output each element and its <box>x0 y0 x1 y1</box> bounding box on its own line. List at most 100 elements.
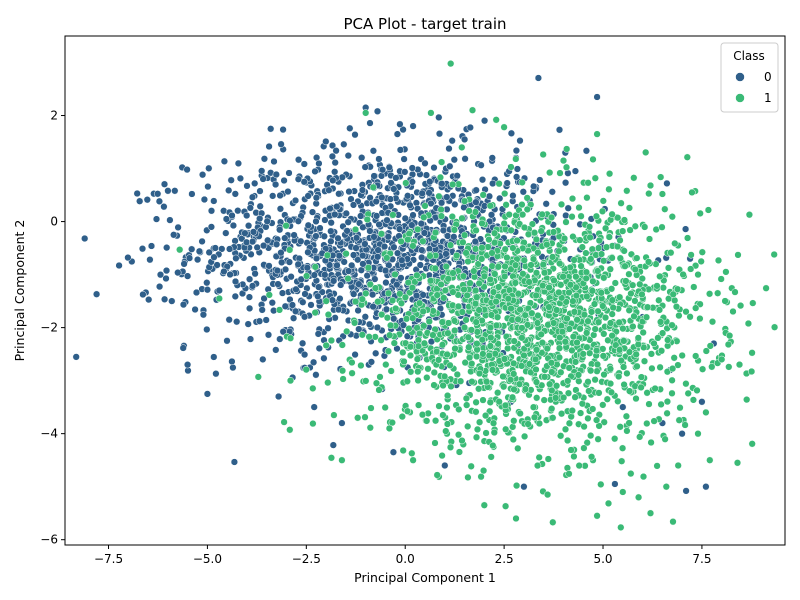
point-class-1 <box>450 226 459 234</box>
point-class-1 <box>364 264 373 272</box>
point-class-1 <box>451 326 459 335</box>
point-class-0 <box>229 363 237 372</box>
point-class-0 <box>480 117 489 125</box>
point-class-0 <box>211 244 219 252</box>
point-class-0 <box>162 274 170 283</box>
point-class-1 <box>488 262 496 270</box>
point-class-1 <box>617 356 625 365</box>
point-class-1 <box>618 444 627 452</box>
point-class-0 <box>382 278 390 287</box>
point-class-0 <box>350 290 358 298</box>
point-class-1 <box>495 398 503 406</box>
point-class-1 <box>406 351 415 360</box>
point-class-1 <box>472 398 480 406</box>
point-class-1 <box>597 289 605 297</box>
point-class-0 <box>420 229 429 237</box>
point-class-0 <box>372 349 380 357</box>
point-class-0 <box>286 216 294 225</box>
point-class-1 <box>640 357 649 365</box>
point-class-0 <box>260 155 269 163</box>
point-class-1 <box>516 409 524 418</box>
point-class-1 <box>489 419 498 427</box>
point-class-1 <box>589 155 597 164</box>
point-class-1 <box>338 456 346 464</box>
point-class-0 <box>536 176 544 184</box>
point-class-0 <box>168 297 176 305</box>
point-class-1 <box>275 306 284 314</box>
point-class-1 <box>747 367 756 376</box>
point-class-0 <box>248 237 257 246</box>
point-class-0 <box>124 253 132 262</box>
point-class-1 <box>544 455 552 463</box>
point-class-1 <box>512 155 520 163</box>
point-class-1 <box>642 148 650 157</box>
point-class-1 <box>576 325 584 333</box>
point-class-1 <box>643 303 652 311</box>
point-class-1 <box>456 377 465 385</box>
point-class-1 <box>619 227 627 235</box>
point-class-0 <box>160 295 169 303</box>
point-class-0 <box>279 125 287 134</box>
point-class-0 <box>259 355 267 364</box>
point-class-0 <box>392 174 400 182</box>
point-class-1 <box>388 296 397 305</box>
point-class-1 <box>371 333 379 341</box>
point-class-1 <box>620 337 628 345</box>
points-layer <box>72 59 779 532</box>
point-class-1 <box>612 341 620 349</box>
point-class-0 <box>263 217 271 225</box>
y-axis: −6 −4 −2 0 2 <box>40 109 65 547</box>
point-class-0 <box>357 212 365 220</box>
point-class-1 <box>616 236 624 244</box>
point-class-1 <box>446 443 455 451</box>
point-class-0 <box>183 361 192 369</box>
point-class-0 <box>385 163 393 172</box>
point-class-1 <box>540 269 549 277</box>
point-class-0 <box>220 157 229 165</box>
point-class-1 <box>434 356 443 364</box>
point-class-1 <box>632 394 640 403</box>
point-class-1 <box>486 342 495 350</box>
point-class-1 <box>363 215 371 224</box>
point-class-1 <box>447 382 455 391</box>
point-class-1 <box>463 291 471 300</box>
point-class-1 <box>488 366 497 374</box>
point-class-1 <box>440 294 448 302</box>
point-class-0 <box>496 194 504 203</box>
point-class-1 <box>402 315 411 323</box>
point-class-1 <box>658 190 667 198</box>
point-class-1 <box>523 321 532 329</box>
point-class-1 <box>591 325 599 333</box>
point-class-0 <box>203 390 212 398</box>
point-class-1 <box>664 264 673 272</box>
point-class-1 <box>724 340 733 349</box>
point-class-1 <box>646 509 655 517</box>
point-class-0 <box>400 155 408 163</box>
point-class-1 <box>539 150 547 159</box>
point-class-0 <box>354 256 362 264</box>
point-class-0 <box>359 251 367 260</box>
point-class-1 <box>745 211 754 219</box>
point-class-1 <box>623 187 631 195</box>
point-class-1 <box>322 341 330 350</box>
point-class-1 <box>431 439 439 447</box>
point-class-0 <box>156 271 165 279</box>
point-class-1 <box>324 310 333 319</box>
point-class-1 <box>400 357 408 366</box>
point-class-1 <box>608 210 616 218</box>
point-class-1 <box>698 365 707 373</box>
point-class-0 <box>322 137 330 146</box>
point-class-0 <box>371 275 379 283</box>
x-tick-label: −2.5 <box>292 552 321 566</box>
point-class-0 <box>272 240 281 248</box>
point-class-0 <box>191 305 199 314</box>
point-class-1 <box>644 258 653 266</box>
point-class-1 <box>626 226 634 234</box>
point-class-1 <box>694 270 702 279</box>
point-class-0 <box>251 179 259 188</box>
point-class-1 <box>518 178 526 187</box>
point-class-1 <box>735 360 744 369</box>
point-class-1 <box>593 367 601 375</box>
point-class-0 <box>369 302 377 311</box>
point-class-0 <box>203 279 211 287</box>
